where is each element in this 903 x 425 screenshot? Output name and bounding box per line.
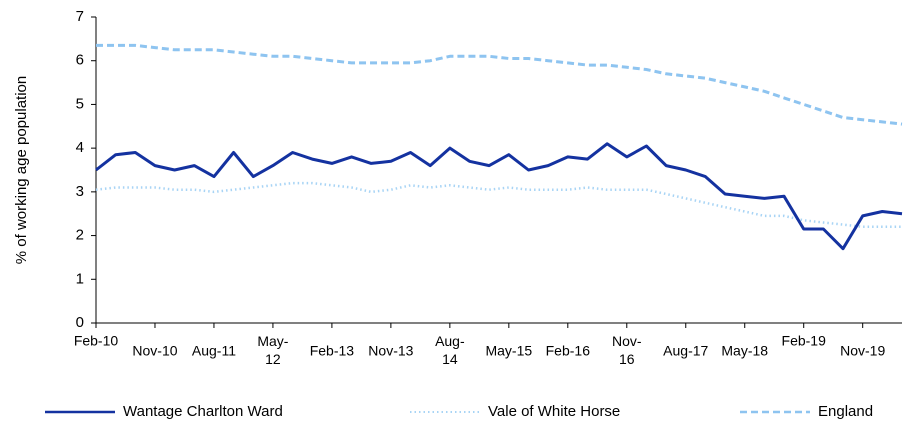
x-tick-label: Aug-17 [663, 343, 708, 359]
x-tick-label: Nov-16 [612, 333, 642, 367]
y-tick-label: 5 [76, 95, 84, 112]
x-tick-label: Feb-19 [782, 333, 827, 349]
line [96, 43, 903, 126]
x-tick-label: Nov-19 [840, 343, 885, 359]
y-tick-label: 0 [76, 314, 84, 331]
x-tick-label: Aug-11 [192, 343, 236, 359]
x-tick-label: Nov-13 [368, 343, 413, 359]
y-axis-label: % of working age population [13, 76, 30, 264]
x-tick-label: Feb-10 [74, 333, 119, 349]
legend-label: Wantage Charlton Ward [123, 403, 283, 420]
y-tick-label: 6 [76, 52, 84, 69]
x-tick-label: Nov-10 [132, 343, 177, 359]
x-tick-label: Feb-16 [546, 343, 591, 359]
y-tick-label: 3 [76, 183, 84, 200]
y-tick-label: 4 [76, 139, 84, 156]
line [95, 181, 902, 229]
legend-label: England [818, 403, 873, 420]
x-tick-label: May-15 [485, 343, 532, 359]
x-tick-label: May-18 [721, 343, 768, 359]
line [95, 142, 903, 251]
y-tick-label: 7 [76, 8, 84, 25]
legend-label: Vale of White Horse [488, 403, 620, 420]
x-tick-label: Feb-13 [310, 343, 355, 359]
y-tick-label: 1 [76, 270, 84, 287]
y-tick-label: 2 [76, 227, 84, 244]
x-tick-label: May-12 [257, 333, 288, 367]
x-tick-label: Aug-14 [435, 333, 465, 367]
